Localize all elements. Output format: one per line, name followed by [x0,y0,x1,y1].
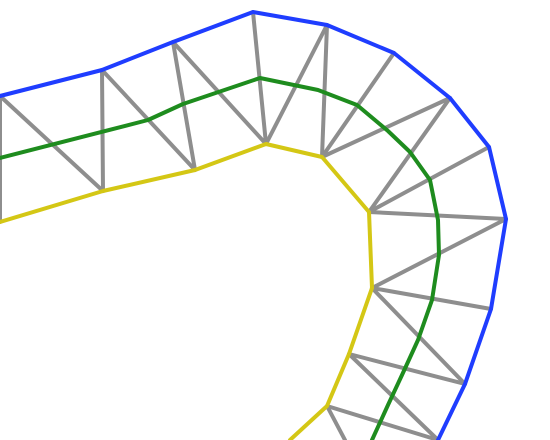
brace-member [367,96,452,214]
brace-member [171,40,197,172]
outer-chord [0,10,508,440]
inner-chord [0,142,374,440]
brace-member [325,404,440,440]
brace-member [347,352,467,386]
chord-lines [0,10,508,440]
center-line [0,76,441,440]
brace-member [325,404,347,440]
